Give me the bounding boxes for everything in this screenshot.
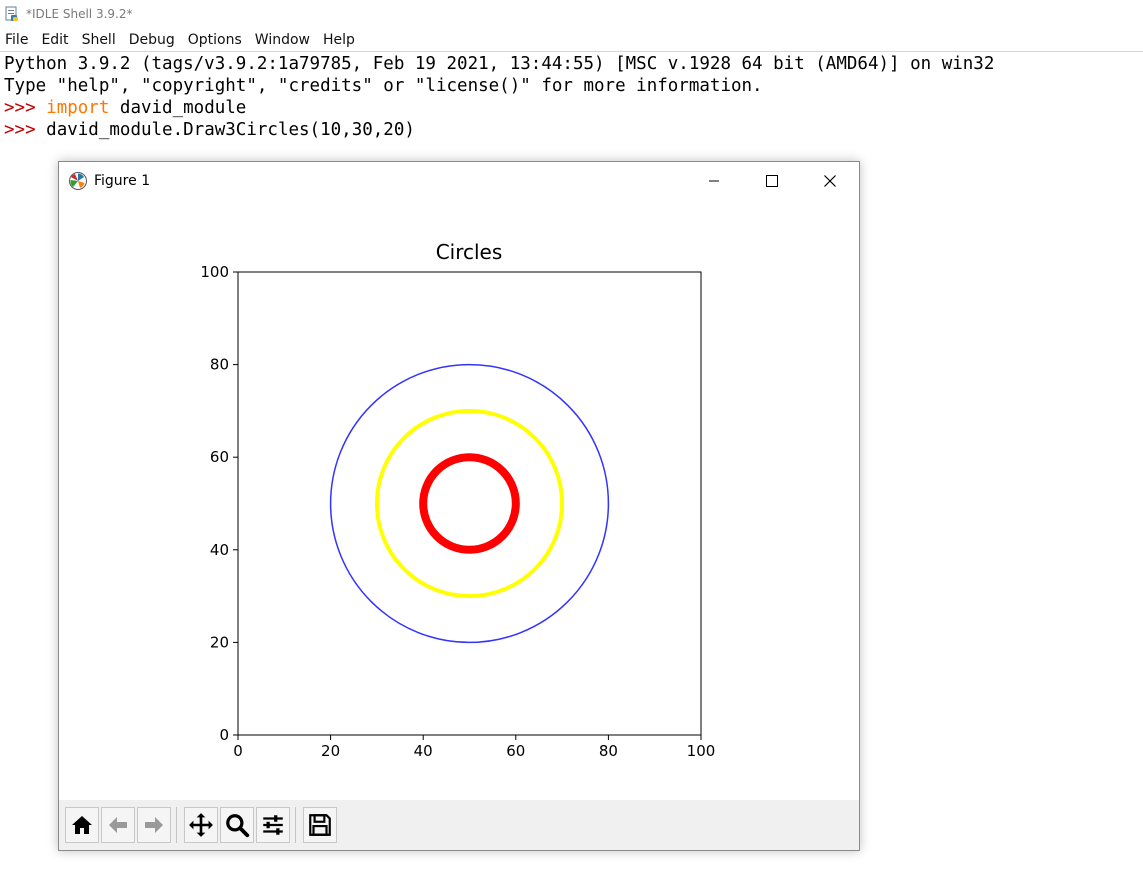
home-button[interactable] — [65, 807, 99, 843]
figure-title: Figure 1 — [94, 173, 151, 189]
figure-window: Figure 1 Circles 0 20 40 60 80 100 0 20 40 60 80 10… — [58, 161, 860, 851]
maximize-button[interactable] — [743, 162, 801, 200]
home-icon — [72, 816, 92, 834]
move-icon — [189, 813, 213, 837]
minimize-button[interactable] — [685, 162, 743, 200]
toolbar-separator — [176, 807, 177, 843]
circle-mark-0 — [329, 363, 610, 644]
subplots-button[interactable] — [256, 807, 290, 843]
shell-command-text: david_module — [109, 98, 247, 118]
x-tick-label: 100 — [687, 742, 716, 760]
chart-title: Circles — [436, 240, 503, 264]
x-tick-label: 60 — [506, 742, 525, 760]
window-title: *IDLE Shell 3.9.2* — [26, 7, 133, 21]
shell-text-area[interactable]: Python 3.9.2 (tags/v3.9.2:1a79785, Feb 1… — [0, 53, 1143, 882]
shell-prompt: >>> — [4, 120, 47, 140]
shell-banner-line: Python 3.9.2 (tags/v3.9.2:1a79785, Feb 1… — [4, 54, 995, 74]
menu-bar: File Edit Shell Debug Options Window Hel… — [0, 29, 1143, 52]
y-tick-label: 80 — [210, 356, 229, 374]
shell-banner-line: Type "help", "copyright", "credits" or "… — [4, 76, 763, 96]
toolbar-separator — [295, 807, 296, 843]
menu-edit[interactable]: Edit — [41, 32, 69, 48]
pan-button[interactable] — [184, 807, 218, 843]
sliders-icon — [263, 815, 283, 835]
maximize-icon — [766, 175, 778, 187]
arrow-left-icon — [109, 817, 127, 833]
close-button[interactable] — [801, 162, 859, 200]
menu-help[interactable]: Help — [323, 32, 355, 48]
menu-file[interactable]: File — [5, 32, 29, 48]
magnifier-icon — [226, 814, 250, 838]
circle-mark-2 — [419, 453, 520, 554]
shell-command-line: >>> david_module.Draw3Circles(10,30,20) — [0, 119, 1143, 141]
python-keyword: import — [46, 98, 110, 118]
arrow-right-icon — [145, 817, 163, 833]
x-tick-label: 80 — [599, 742, 618, 760]
floppy-disk-icon — [309, 814, 331, 836]
shell-command-text: david_module.Draw3Circles(10,30,20) — [46, 120, 415, 140]
save-button[interactable] — [303, 807, 337, 843]
menu-window[interactable]: Window — [254, 32, 310, 48]
shell-prompt: >>> — [4, 98, 47, 118]
circle-mark-1 — [374, 408, 565, 599]
y-tick-label: 100 — [200, 263, 229, 281]
menu-debug[interactable]: Debug — [128, 32, 175, 48]
y-tick-label: 60 — [210, 448, 229, 466]
figure-title-bar[interactable]: Figure 1 — [59, 162, 859, 200]
forward-button[interactable] — [137, 807, 171, 843]
figure-toolbar — [59, 800, 859, 850]
matplotlib-icon — [69, 172, 87, 190]
y-tick-label: 0 — [219, 726, 229, 744]
python-idle-icon — [5, 6, 18, 21]
shell-command-line: >>> import david_module — [0, 97, 1143, 119]
x-tick-label: 20 — [321, 742, 340, 760]
ticks-layer: 0 20 40 60 80 100 0 20 40 60 80 100 — [200, 263, 715, 760]
circles-chart: Circles 0 20 40 60 80 100 0 20 40 60 80 100 — [200, 240, 715, 760]
menu-shell[interactable]: Shell — [81, 32, 116, 48]
zoom-button[interactable] — [220, 807, 254, 843]
menu-options[interactable]: Options — [187, 32, 242, 48]
axes-frame — [237, 271, 702, 736]
plot-area[interactable]: Circles 0 20 40 60 80 100 0 20 40 60 80 100 — [59, 200, 859, 800]
circles-layer — [329, 363, 610, 644]
y-tick-label: 40 — [210, 541, 229, 559]
idle-title-bar: *IDLE Shell 3.9.2* — [0, 0, 1143, 28]
x-tick-label: 40 — [414, 742, 433, 760]
back-button[interactable] — [101, 807, 135, 843]
close-icon — [824, 175, 836, 187]
y-tick-label: 20 — [210, 633, 229, 651]
minimize-icon — [709, 180, 719, 182]
x-tick-label: 0 — [233, 742, 243, 760]
